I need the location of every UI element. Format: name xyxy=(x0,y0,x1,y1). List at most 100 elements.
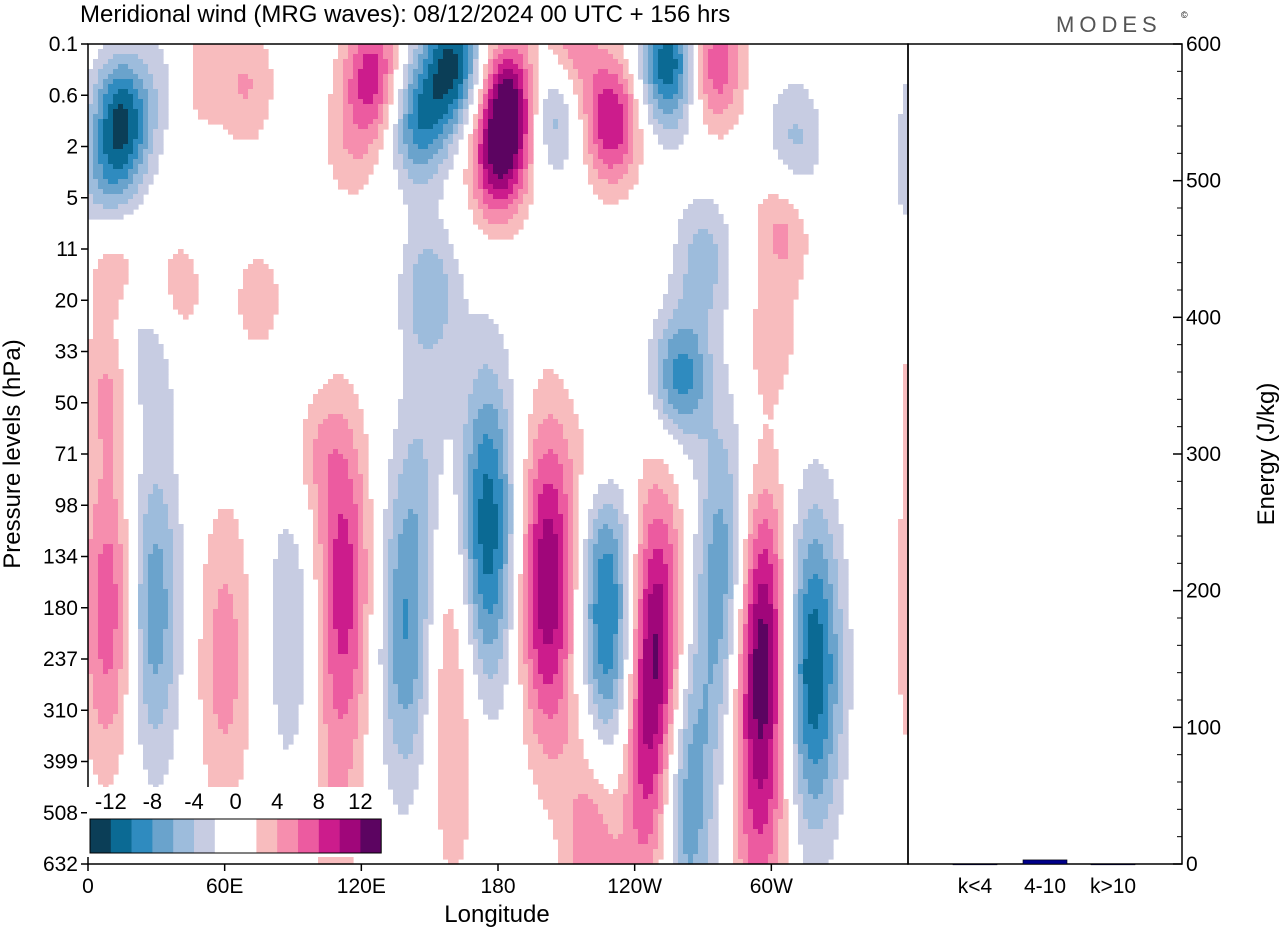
heatmap-cell xyxy=(593,99,599,105)
heatmap-cell xyxy=(328,119,344,125)
heatmap-cell xyxy=(518,109,524,115)
heatmap-cell xyxy=(758,214,799,220)
heatmap-cell xyxy=(463,559,469,565)
heatmap-cell xyxy=(358,524,364,530)
heatmap-cell xyxy=(608,69,624,75)
heatmap-cell xyxy=(138,184,149,190)
heatmap-cell xyxy=(478,414,499,420)
heatmap-cell xyxy=(903,389,909,395)
heatmap-cell xyxy=(538,584,559,590)
heatmap-cell xyxy=(118,64,129,70)
heatmap-cell xyxy=(113,574,124,580)
heatmap-cell xyxy=(838,569,849,575)
heatmap-cell xyxy=(138,699,144,705)
heatmap-cell xyxy=(663,144,679,150)
heatmap-cell xyxy=(668,539,679,545)
heatmap-cell xyxy=(678,619,684,625)
heatmap-cell xyxy=(88,184,99,190)
heatmap-cell xyxy=(328,479,354,485)
heatmap-cell xyxy=(803,679,824,685)
heatmap-cell xyxy=(593,79,619,85)
heatmap-cell xyxy=(313,524,319,530)
heatmap-cell xyxy=(338,639,349,645)
heatmap-cell xyxy=(708,639,719,645)
heatmap-cell xyxy=(338,534,349,540)
heatmap-cell xyxy=(683,104,689,110)
heatmap-cell xyxy=(623,529,629,535)
heatmap-cell xyxy=(568,509,574,515)
heatmap-cell xyxy=(363,59,379,65)
heatmap-cell xyxy=(563,589,569,595)
heatmap-cell xyxy=(593,534,599,540)
heatmap-cell xyxy=(758,639,769,645)
heatmap-cell xyxy=(528,94,534,100)
heatmap-cell xyxy=(273,594,304,600)
heatmap-cell xyxy=(138,554,144,560)
heatmap-cell xyxy=(708,464,729,470)
heatmap-cell xyxy=(138,484,154,490)
heatmap-cell xyxy=(88,449,104,455)
heatmap-cell xyxy=(528,124,534,130)
heatmap-cell xyxy=(698,639,709,645)
heatmap-cell xyxy=(343,129,379,135)
heatmap-cell xyxy=(688,704,704,710)
heatmap-cell xyxy=(348,474,364,480)
heatmap-cell xyxy=(633,599,639,605)
heatmap-cell xyxy=(233,134,259,140)
heatmap-cell xyxy=(663,649,669,655)
heatmap-cell xyxy=(528,684,534,690)
heatmap-cell xyxy=(568,519,574,525)
heatmap-cell xyxy=(738,64,749,70)
heatmap-cell xyxy=(463,444,474,450)
heatmap-cell xyxy=(348,629,359,635)
heatmap-cell xyxy=(808,619,819,625)
heatmap-cell xyxy=(468,564,474,570)
heatmap-cell xyxy=(333,449,339,455)
heatmap-cell xyxy=(668,599,674,605)
heatmap-cell xyxy=(768,559,779,565)
heatmap-cell xyxy=(323,614,329,620)
heatmap-cell xyxy=(333,599,354,605)
heatmap-cell xyxy=(318,434,354,440)
heatmap-cell xyxy=(778,654,784,660)
heatmap-cell xyxy=(448,309,469,315)
heatmap-cell xyxy=(393,659,419,665)
heatmap-cell xyxy=(438,134,449,140)
heatmap-cell xyxy=(628,109,634,115)
heatmap-cell xyxy=(778,519,784,525)
heatmap-cell xyxy=(633,119,639,125)
heatmap-cell xyxy=(323,544,329,550)
heatmap-cell xyxy=(678,564,684,570)
heatmap-cell xyxy=(473,134,479,140)
heatmap-cell xyxy=(793,524,804,530)
heatmap-cell xyxy=(318,509,329,515)
heatmap-cell xyxy=(733,549,739,555)
heatmap-cell xyxy=(388,644,394,650)
heatmap-cell xyxy=(828,684,839,690)
heatmap-cell xyxy=(313,569,324,575)
heatmap-cell xyxy=(788,249,809,255)
heatmap-cell xyxy=(823,674,834,680)
heatmap-cell xyxy=(493,59,504,65)
heatmap-cell xyxy=(393,64,399,70)
heatmap-cell xyxy=(333,549,354,555)
heatmap-cell xyxy=(658,104,679,110)
heatmap-cell xyxy=(383,704,389,710)
heatmap-cell xyxy=(98,99,104,105)
heatmap-cell xyxy=(778,579,784,585)
heatmap-cell xyxy=(688,79,694,85)
heatmap-cell xyxy=(113,634,124,640)
heatmap-cell xyxy=(468,409,479,415)
heatmap-cell xyxy=(173,644,184,650)
heatmap-cell xyxy=(728,59,739,65)
heatmap-cell xyxy=(528,504,534,510)
heatmap-cell xyxy=(403,519,419,525)
heatmap-cell xyxy=(413,49,424,55)
heatmap-cell xyxy=(493,69,499,75)
heatmap-cell xyxy=(648,74,654,80)
heatmap-cell xyxy=(773,124,794,130)
heatmap-cell xyxy=(538,554,559,560)
heatmap-cell xyxy=(783,159,819,165)
heatmap-cell xyxy=(528,454,534,460)
heatmap-cell xyxy=(898,184,909,190)
